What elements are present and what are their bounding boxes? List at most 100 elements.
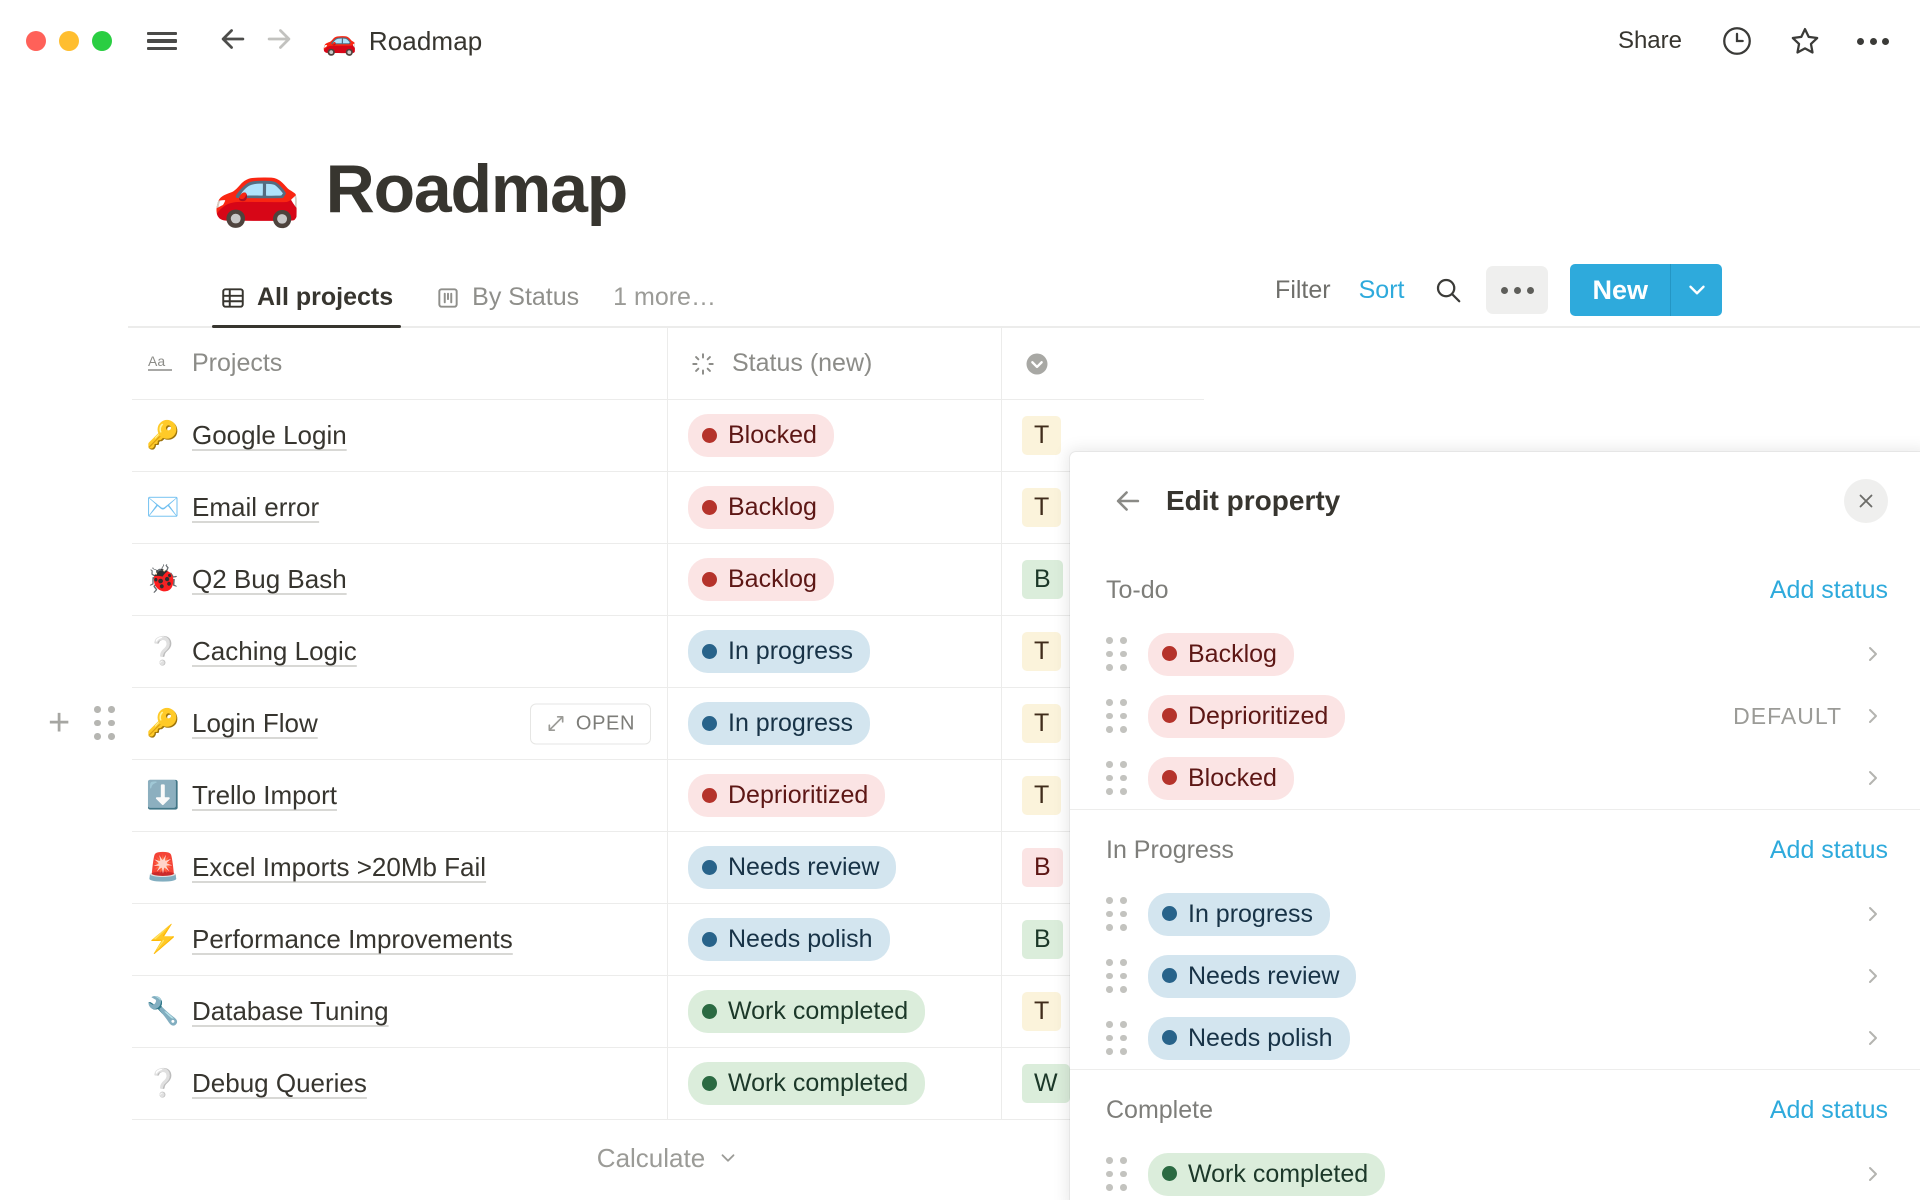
chevron-down-icon[interactable] <box>1670 264 1722 316</box>
cell-select[interactable]: T <box>1002 616 1204 687</box>
table-row[interactable]: ⬇️ Trello Import Deprioritized T <box>132 760 1204 832</box>
cell-select[interactable]: W <box>1002 1048 1204 1119</box>
car-icon[interactable]: 🚗 <box>212 149 302 229</box>
calculate-footer[interactable]: Calculate <box>132 1120 1204 1196</box>
project-name[interactable]: Performance Improvements <box>192 924 513 954</box>
share-button[interactable]: Share <box>1617 27 1682 54</box>
select-tag[interactable]: T <box>1022 776 1062 815</box>
cell-project[interactable]: ⬇️ Trello Import <box>132 760 668 831</box>
table-row[interactable]: ⚡ Performance Improvements Needs polish B <box>132 904 1204 976</box>
table-row[interactable]: 🔑 Google Login Blocked T <box>132 400 1204 472</box>
breadcrumb-title[interactable]: Roadmap <box>368 25 483 56</box>
status-badge[interactable]: Blocked <box>688 414 834 457</box>
status-badge[interactable]: Deprioritized <box>688 774 886 817</box>
new-button[interactable]: New <box>1592 274 1648 305</box>
status-badge[interactable]: In progress <box>688 702 871 745</box>
drag-handle-icon[interactable] <box>1106 1157 1127 1191</box>
tab-all-projects[interactable]: All projects <box>212 283 402 329</box>
drag-handle-icon[interactable] <box>1106 637 1127 671</box>
status-badge[interactable]: Work completed <box>688 1062 926 1105</box>
select-tag[interactable]: B <box>1022 848 1063 887</box>
drag-handle-icon[interactable] <box>1106 897 1127 931</box>
cell-status[interactable]: Deprioritized <box>668 760 1002 831</box>
plus-icon[interactable]: + <box>48 702 71 744</box>
add-status-button[interactable]: Add status <box>1769 576 1888 604</box>
status-option-row[interactable]: Needs review <box>1106 945 1888 1007</box>
project-name[interactable]: Q2 Bug Bash <box>192 564 347 594</box>
star-icon[interactable] <box>1786 22 1824 60</box>
status-option-row[interactable]: Needs polish <box>1106 1007 1888 1069</box>
project-name[interactable]: Excel Imports >20Mb Fail <box>192 852 487 882</box>
drag-handle-icon[interactable] <box>1106 699 1127 733</box>
status-badge[interactable]: Backlog <box>688 558 834 601</box>
more-views-button[interactable]: 1 more… <box>613 283 716 311</box>
cell-status[interactable]: Needs review <box>668 832 1002 903</box>
cell-status[interactable]: Work completed <box>668 976 1002 1047</box>
table-row[interactable]: ❔ Caching Logic In progress T <box>132 616 1204 688</box>
cell-project[interactable]: ✉️ Email error <box>132 472 668 543</box>
drag-handle-icon[interactable] <box>1106 959 1127 993</box>
column-header-select[interactable] <box>1002 328 1204 399</box>
status-badge[interactable]: Blocked <box>1148 756 1294 800</box>
add-status-button[interactable]: Add status <box>1769 1096 1888 1124</box>
tab-by-status[interactable]: By Status <box>427 283 587 328</box>
cell-project[interactable]: ❔ Debug Queries <box>132 1048 668 1119</box>
drag-handle-icon[interactable] <box>1106 761 1127 795</box>
arrow-right-icon[interactable] <box>262 22 296 61</box>
cell-project[interactable]: 🔑 Google Login <box>132 400 668 471</box>
ellipsis-icon[interactable] <box>1854 22 1892 60</box>
chevron-right-icon[interactable] <box>1858 902 1888 926</box>
project-name[interactable]: Login Flow <box>192 708 318 738</box>
column-header-status[interactable]: Status (new) <box>668 328 1002 399</box>
chevron-right-icon[interactable] <box>1858 704 1888 728</box>
view-options-button[interactable] <box>1486 266 1549 314</box>
cell-project[interactable]: ⚡ Performance Improvements <box>132 904 668 975</box>
cell-select[interactable]: T <box>1002 760 1204 831</box>
drag-handle-icon[interactable] <box>1106 1021 1127 1055</box>
status-badge[interactable]: Work completed <box>688 990 926 1033</box>
cell-project[interactable]: 🚨 Excel Imports >20Mb Fail <box>132 832 668 903</box>
chevron-right-icon[interactable] <box>1858 642 1888 666</box>
filter-button[interactable]: Filter <box>1275 275 1331 304</box>
hamburger-menu-icon[interactable] <box>142 21 182 61</box>
table-row[interactable]: ✉️ Email error Backlog T <box>132 472 1204 544</box>
status-badge[interactable]: Deprioritized <box>1148 694 1346 738</box>
arrow-left-icon[interactable] <box>216 22 250 61</box>
cell-select[interactable]: T <box>1002 472 1204 543</box>
cell-status[interactable]: In progress <box>668 688 1002 759</box>
cell-select[interactable]: B <box>1002 544 1204 615</box>
cell-select[interactable]: T <box>1002 688 1204 759</box>
project-name[interactable]: Google Login <box>192 420 347 450</box>
cell-select[interactable]: T <box>1002 976 1204 1047</box>
status-badge[interactable]: In progress <box>688 630 871 673</box>
cell-project[interactable]: 🐞 Q2 Bug Bash <box>132 544 668 615</box>
select-tag[interactable]: T <box>1022 632 1062 671</box>
chevron-right-icon[interactable] <box>1858 1162 1888 1186</box>
status-option-row[interactable]: Blocked <box>1106 747 1888 809</box>
cell-project[interactable]: 🔑 Login Flow OPEN <box>132 688 668 759</box>
project-name[interactable]: Database Tuning <box>192 996 389 1026</box>
table-row[interactable]: 🔧 Database Tuning Work completed T <box>132 976 1204 1048</box>
status-badge[interactable]: Needs review <box>688 846 897 889</box>
status-option-row[interactable]: Backlog <box>1106 623 1888 685</box>
add-status-button[interactable]: Add status <box>1769 836 1888 864</box>
status-badge[interactable]: Backlog <box>688 486 834 529</box>
sort-button[interactable]: Sort <box>1358 275 1405 304</box>
chevron-right-icon[interactable] <box>1858 1026 1888 1050</box>
project-name[interactable]: Trello Import <box>192 780 337 810</box>
cell-status[interactable]: Work completed <box>668 1048 1002 1119</box>
project-name[interactable]: Email error <box>192 492 320 522</box>
cell-select[interactable]: B <box>1002 832 1204 903</box>
select-tag[interactable]: W <box>1022 1064 1070 1103</box>
table-row[interactable]: 🐞 Q2 Bug Bash Backlog B <box>132 544 1204 616</box>
chevron-right-icon[interactable] <box>1858 964 1888 988</box>
clock-icon[interactable] <box>1718 22 1756 60</box>
search-icon[interactable] <box>1424 266 1472 314</box>
cell-status[interactable]: Backlog <box>668 472 1002 543</box>
status-badge[interactable]: Needs polish <box>688 918 890 961</box>
status-option-row[interactable]: In progress <box>1106 883 1888 945</box>
status-badge[interactable]: Needs review <box>1148 954 1357 998</box>
project-name[interactable]: Debug Queries <box>192 1068 367 1098</box>
cell-project[interactable]: 🔧 Database Tuning <box>132 976 668 1047</box>
cell-project[interactable]: ❔ Caching Logic <box>132 616 668 687</box>
